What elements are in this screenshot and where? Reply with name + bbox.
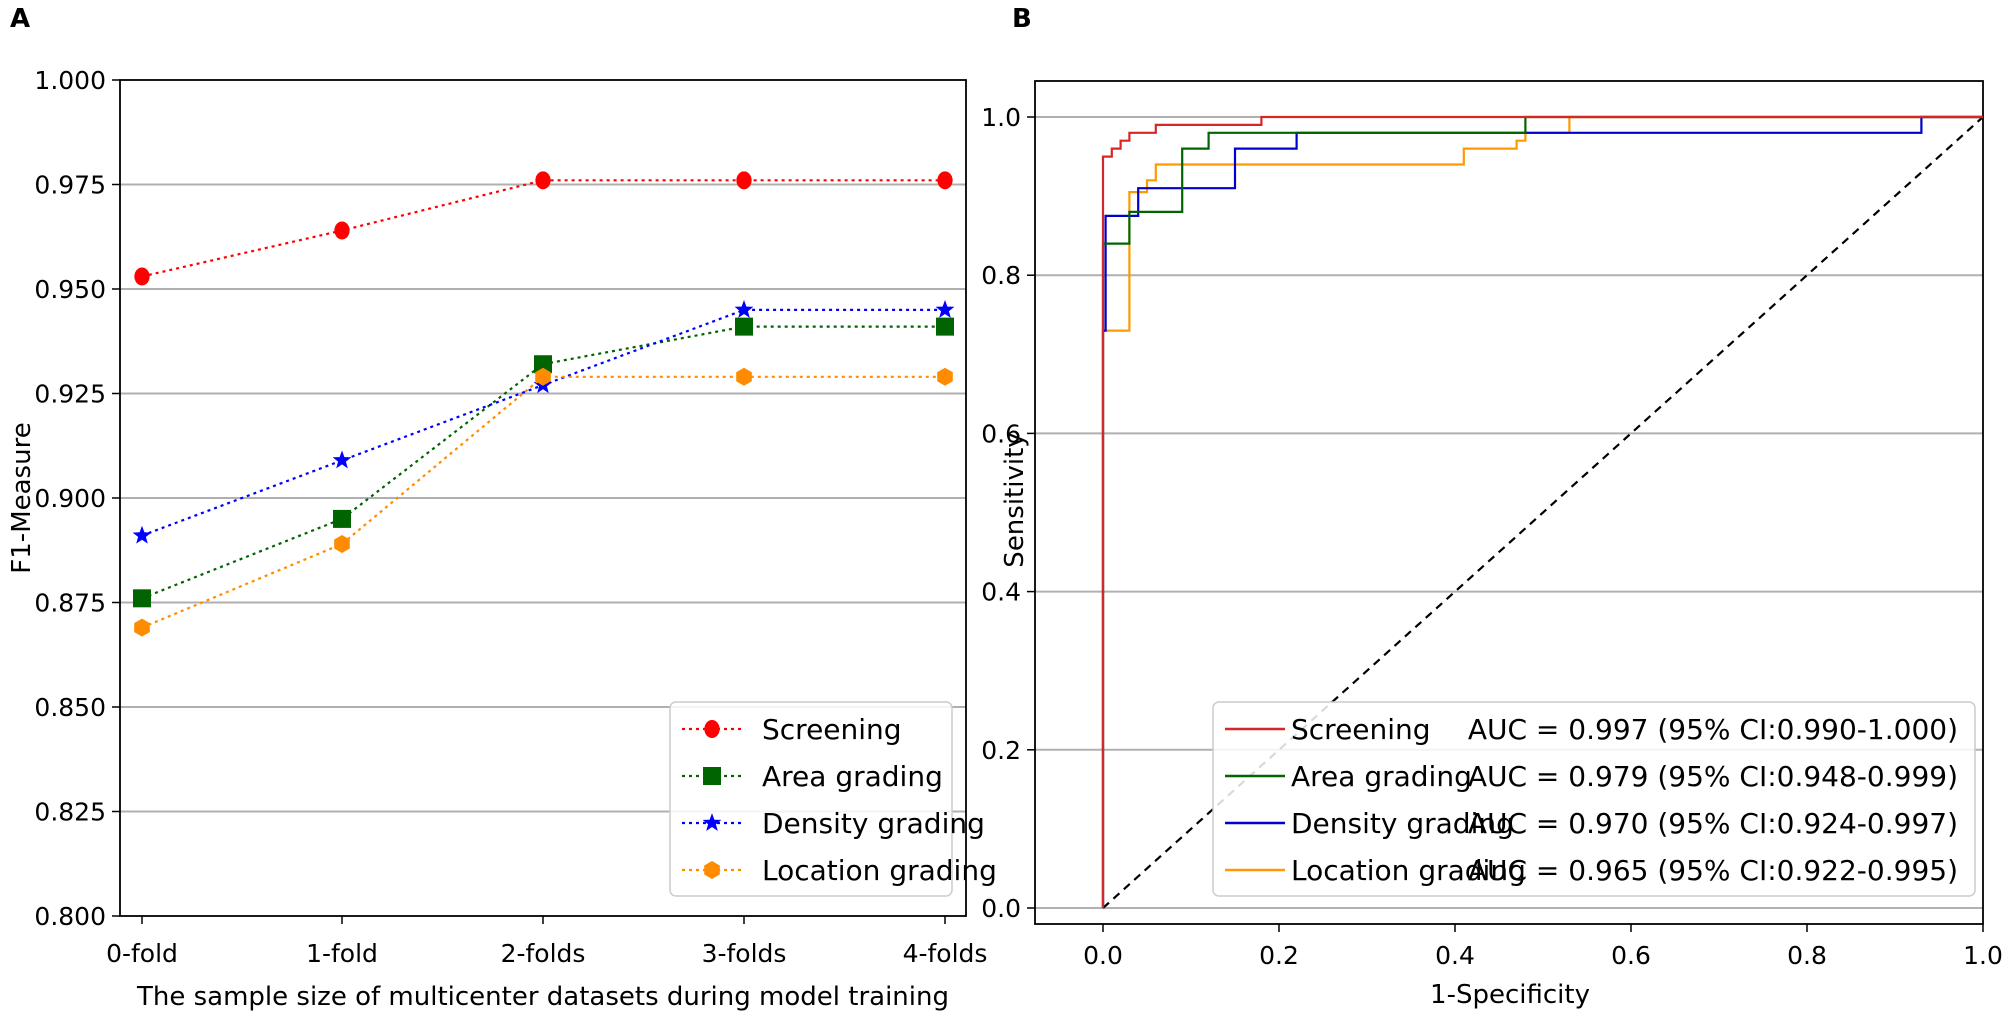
legend-label-a: Density grading <box>762 807 985 840</box>
legend-label-a: Screening <box>762 713 902 746</box>
data-point-screening <box>334 221 350 240</box>
data-point-density-grading <box>734 300 754 318</box>
panel-label-b: B <box>1012 4 1032 34</box>
data-point-screening <box>535 171 551 190</box>
legend-label-a: Area grading <box>762 760 943 793</box>
legend-label-a: Location grading <box>762 854 997 887</box>
data-point-area-grading <box>936 317 954 336</box>
data-point-area-grading <box>333 509 351 528</box>
legend-label-b: Location grading <box>1291 854 1526 887</box>
x-tick-label-b: 1.0 <box>1963 941 2003 970</box>
series-line-location-grading <box>141 375 945 629</box>
data-point-screening <box>736 171 752 190</box>
data-point-location-grading <box>937 367 953 386</box>
x-axis-label-b: 1-Specificity <box>1430 980 1590 1010</box>
y-tick-label-b: 0.0 <box>981 894 1021 923</box>
x-tick-label-a: 4-folds <box>903 939 988 968</box>
x-tick-label-b: 0.2 <box>1259 941 1299 970</box>
y-tick-label-a: 1.000 <box>34 66 106 95</box>
legend-label-b: Screening <box>1291 713 1431 746</box>
y-tick-label-a: 0.800 <box>34 902 106 931</box>
x-tick-label-a: 1-fold <box>306 939 378 968</box>
roc-curve-area-grading <box>1101 115 1983 908</box>
x-axis-label-a: The sample size of multicenter datasets … <box>136 982 949 1012</box>
data-point-density-grading <box>935 300 955 318</box>
legend-marker-a <box>702 813 722 831</box>
data-point-location-grading <box>736 367 752 386</box>
legend-box-b <box>1212 701 1976 897</box>
x-tick-label-b: 0.4 <box>1435 941 1475 970</box>
y-tick-label-a: 0.925 <box>34 380 106 409</box>
roc-curve-screening <box>1101 115 1983 908</box>
data-point-location-grading <box>334 535 350 553</box>
y-tick-label-b: 0.6 <box>981 419 1021 448</box>
legend-auc-b: AUC = 0.997 (95% CI:0.990-1.000) <box>1468 713 1958 746</box>
y-tick-label-b: 0.8 <box>981 261 1021 290</box>
y-tick-label-a: 0.975 <box>34 171 106 200</box>
y-tick-label-a: 0.950 <box>34 275 106 304</box>
series-line-density-grading <box>141 308 945 537</box>
y-tick-label-a: 0.825 <box>34 798 106 827</box>
y-tick-label-b: 0.2 <box>981 736 1021 765</box>
y-axis-label-b: Sensitivity <box>1000 432 1030 567</box>
y-tick-label-a: 0.875 <box>34 589 106 618</box>
y-tick-label-b: 1.0 <box>981 103 1021 132</box>
legend-auc-b: AUC = 0.970 (95% CI:0.924-0.997) <box>1468 807 1958 840</box>
y-tick-label-b: 0.4 <box>981 578 1021 607</box>
x-tick-label-b: 0.6 <box>1611 941 1651 970</box>
data-point-area-grading <box>133 589 151 608</box>
data-point-area-grading <box>534 355 552 374</box>
series-line-screening <box>141 179 945 278</box>
data-point-area-grading <box>735 317 753 336</box>
legend-marker-a <box>704 720 720 738</box>
legend-auc-b: AUC = 0.965 (95% CI:0.922-0.995) <box>1468 854 1958 887</box>
legend-box-a <box>669 701 953 897</box>
data-point-density-grading <box>332 450 352 469</box>
data-point-location-grading <box>535 367 551 386</box>
plot-frame-b <box>1034 80 1984 925</box>
data-point-density-grading <box>132 525 152 544</box>
panel-label-a: A <box>10 4 31 34</box>
y-tick-label-a: 0.850 <box>34 693 106 722</box>
data-point-screening <box>937 171 953 190</box>
x-tick-label-a: 2-folds <box>501 939 586 968</box>
legend-label-b: Density grading <box>1291 807 1514 840</box>
data-point-screening <box>134 267 150 286</box>
legend-label-b: Area grading <box>1291 760 1472 793</box>
y-tick-label-a: 0.900 <box>34 484 106 513</box>
data-point-location-grading <box>134 618 150 637</box>
x-tick-label-a: 3-folds <box>702 939 787 968</box>
legend-marker-a <box>703 767 721 785</box>
legend-auc-b: AUC = 0.979 (95% CI:0.948-0.999) <box>1468 760 1958 793</box>
legend-marker-a <box>704 861 720 879</box>
y-axis-label-a: F1-Measure <box>7 422 37 573</box>
x-tick-label-b: 0.8 <box>1787 941 1827 970</box>
x-tick-label-b: 0.0 <box>1083 941 1123 970</box>
roc-curve-density-grading <box>1101 115 1983 908</box>
x-tick-label-a: 0-fold <box>106 939 178 968</box>
